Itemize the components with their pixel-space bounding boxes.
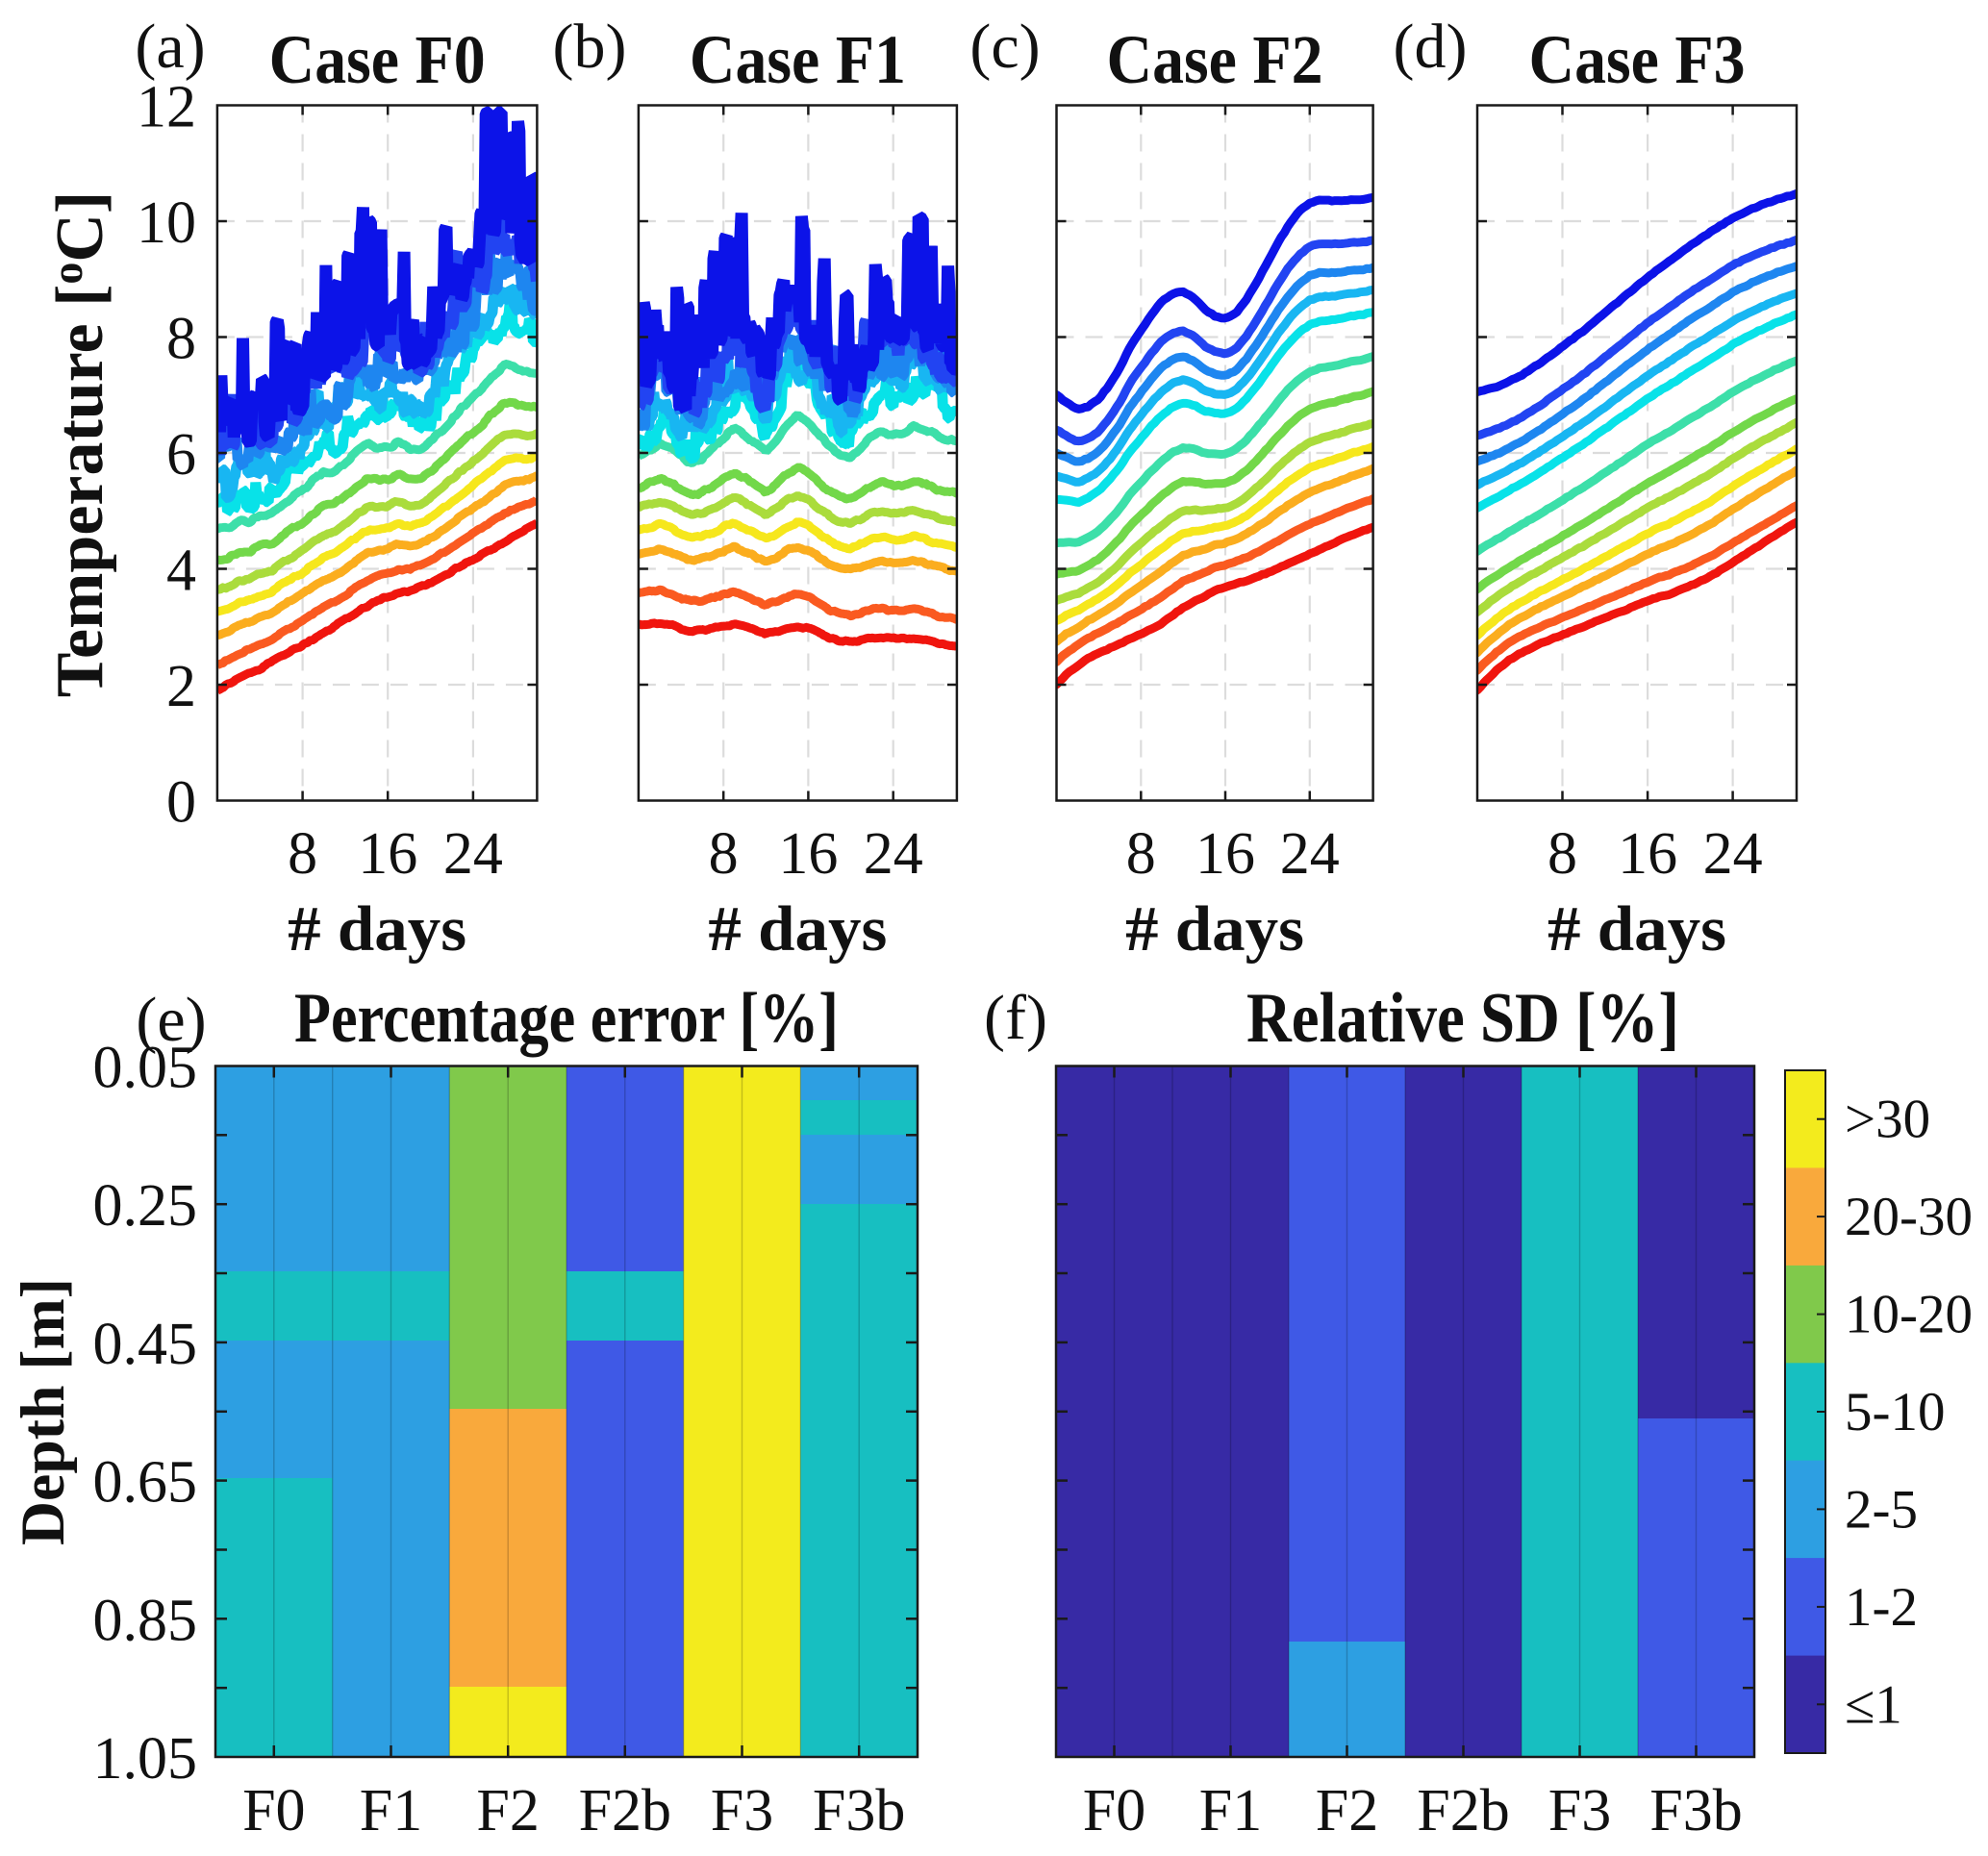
svg-text:(d): (d) <box>1394 12 1468 82</box>
svg-text:24: 24 <box>864 821 923 887</box>
svg-text:Case F3: Case F3 <box>1529 21 1746 98</box>
svg-text:Depth [m]: Depth [m] <box>9 1278 78 1545</box>
svg-text:16: 16 <box>778 821 838 887</box>
svg-text:Case F0: Case F0 <box>269 21 486 98</box>
svg-text:≤1: ≤1 <box>1845 1674 1902 1735</box>
svg-text:F2b: F2b <box>1417 1778 1509 1843</box>
svg-text:16: 16 <box>1195 821 1255 887</box>
svg-text:# days: # days <box>708 893 887 965</box>
svg-text:2: 2 <box>166 654 196 719</box>
svg-text:1.05: 1.05 <box>93 1726 198 1792</box>
svg-text:# days: # days <box>288 893 466 965</box>
svg-text:8: 8 <box>166 307 196 372</box>
svg-text:F2: F2 <box>476 1778 539 1843</box>
svg-text:1-2: 1-2 <box>1845 1577 1918 1638</box>
svg-text:Case F2: Case F2 <box>1107 21 1323 98</box>
svg-text:F3b: F3b <box>1649 1778 1742 1843</box>
svg-text:(e): (e) <box>136 985 206 1055</box>
svg-text:20-30: 20-30 <box>1845 1187 1973 1247</box>
svg-text:F1: F1 <box>1199 1778 1262 1843</box>
svg-text:Relative SD [%]: Relative SD [%] <box>1246 979 1679 1058</box>
svg-text:Temperature [oC]: Temperature [oC] <box>42 191 117 698</box>
svg-text:8: 8 <box>709 821 739 887</box>
svg-text:8: 8 <box>1126 821 1156 887</box>
svg-text:0: 0 <box>166 770 196 836</box>
svg-text:0.25: 0.25 <box>93 1173 198 1239</box>
svg-text:16: 16 <box>1618 821 1677 887</box>
svg-text:(a): (a) <box>135 12 205 82</box>
svg-text:0.05: 0.05 <box>93 1036 198 1101</box>
svg-text:# days: # days <box>1125 893 1304 965</box>
svg-text:24: 24 <box>1703 821 1763 887</box>
svg-text:5-10: 5-10 <box>1845 1382 1945 1442</box>
svg-text:(b): (b) <box>553 12 627 82</box>
svg-text:16: 16 <box>358 821 417 887</box>
svg-text:10-20: 10-20 <box>1845 1285 1973 1345</box>
svg-text:F0: F0 <box>1083 1778 1145 1843</box>
svg-text:Case F1: Case F1 <box>690 21 906 98</box>
svg-text:>30: >30 <box>1845 1090 1930 1150</box>
svg-text:Percentage error [%]: Percentage error [%] <box>294 979 839 1058</box>
svg-text:F3: F3 <box>1548 1778 1611 1843</box>
svg-text:F3: F3 <box>711 1778 773 1843</box>
svg-text:4: 4 <box>166 539 196 604</box>
svg-text:F2: F2 <box>1316 1778 1378 1843</box>
svg-text:8: 8 <box>288 821 317 887</box>
svg-text:24: 24 <box>443 821 503 887</box>
svg-text:# days: # days <box>1548 893 1726 965</box>
svg-text:24: 24 <box>1280 821 1340 887</box>
svg-text:2-5: 2-5 <box>1845 1479 1918 1540</box>
svg-text:(c): (c) <box>969 12 1040 82</box>
svg-text:12: 12 <box>137 75 196 140</box>
svg-text:8: 8 <box>1548 821 1577 887</box>
svg-text:10: 10 <box>137 190 196 256</box>
svg-text:0.85: 0.85 <box>93 1588 198 1653</box>
svg-text:F2b: F2b <box>579 1778 671 1843</box>
svg-text:F1: F1 <box>360 1778 422 1843</box>
svg-text:(f): (f) <box>984 983 1047 1053</box>
svg-text:6: 6 <box>166 422 196 488</box>
svg-text:0.45: 0.45 <box>93 1312 198 1377</box>
svg-text:F3b: F3b <box>813 1778 905 1843</box>
svg-text:F0: F0 <box>242 1778 305 1843</box>
svg-text:0.65: 0.65 <box>93 1450 198 1516</box>
